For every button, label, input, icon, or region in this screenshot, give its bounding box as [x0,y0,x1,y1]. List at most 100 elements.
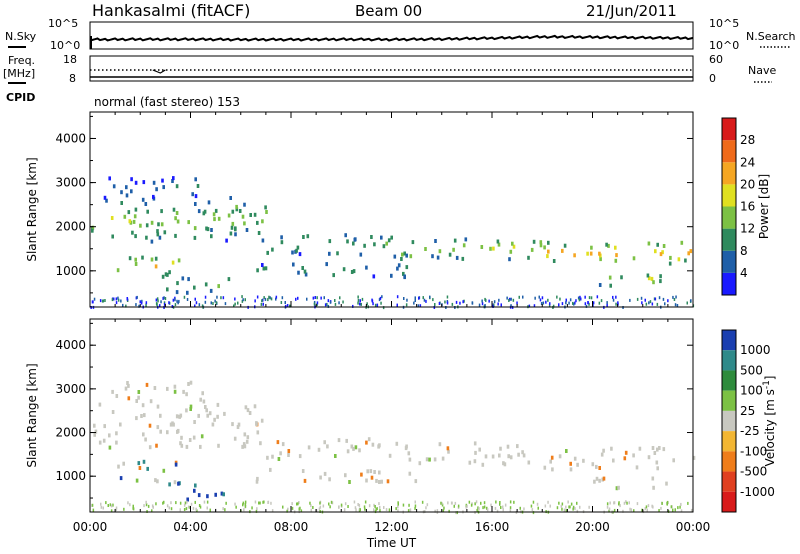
echo-cell [509,249,513,254]
echo-cell [112,184,116,189]
near-range-cell [508,299,510,302]
near-range-cell [91,503,94,507]
echo-cell [397,263,401,268]
echo-cell [163,230,167,235]
near-range-cell [338,301,340,305]
near-range-cell [687,501,689,505]
near-range-cell [104,299,106,302]
near-range-cell [374,505,376,508]
echo-cell [141,197,145,202]
near-range-cell [658,509,660,512]
echo-cell [280,235,283,240]
echo-cell [401,252,404,257]
near-range-cell [383,506,385,509]
echo-cell [124,386,128,391]
echo-cell [390,273,393,278]
near-range-cell [598,301,601,305]
echo-cell [546,254,549,259]
near-range-cell [115,506,118,510]
echo-cell [598,466,601,470]
echo-cell [291,250,294,255]
near-range-cell [531,508,534,512]
near-range-cell [297,296,299,300]
near-range-cell [561,302,564,306]
near-range-cell [572,507,574,511]
near-range-cell [316,301,319,305]
near-range-cell [561,502,564,506]
echo-cell [589,251,593,256]
echo-cell [229,231,233,236]
echo-cell [656,466,659,471]
echo-cell [208,411,212,416]
near-range-cell [316,296,318,300]
near-range-cell [425,299,427,303]
echo-cell [185,444,189,449]
x-axis-label: Time UT [366,536,417,550]
echo-cell [365,265,368,270]
near-range-cell [110,509,113,513]
cpid-label: CPID [6,91,35,104]
near-range-cell [126,297,129,301]
echo-cell [608,275,612,280]
near-range-cell [588,296,591,300]
echo-cell [131,230,134,235]
near-range-cell [672,508,674,512]
near-range-cell [548,303,551,307]
near-range-cell [170,507,173,511]
noise-tick-left-top: 10^5 [48,17,78,30]
echo-cell [614,245,617,250]
near-range-cell [658,296,661,300]
echo-cell [409,254,413,259]
echo-cell [111,410,115,414]
echo-cell [235,207,239,212]
y-tick-label: 2000 [55,426,86,440]
near-range-cell [405,303,408,307]
near-range-cell [322,504,325,508]
near-range-cell [186,298,189,301]
near-range-cell [357,298,360,302]
near-range-cell [510,304,512,308]
freq-frame [89,55,694,82]
echo-cell [134,257,137,262]
near-range-cell [497,302,499,306]
near-range-cell [588,302,590,306]
echo-cell [179,413,183,418]
echo-cell [197,209,201,214]
near-range-cell [675,295,677,299]
near-range-cell [174,298,176,302]
near-range-cell [143,504,145,508]
echo-cell [532,239,536,244]
near-range-cell [572,301,574,305]
near-range-cell [641,508,643,512]
near-range-cell [374,303,377,307]
echo-cell [378,470,381,475]
near-range-cell [162,296,164,300]
echo-cell [266,455,269,460]
near-range-cell [509,500,512,504]
echo-cell [326,444,329,449]
echo-cell [174,462,178,467]
echo-cell [298,252,302,257]
noise-tick-right-top: 10^5 [709,17,739,30]
echo-cell [213,217,216,222]
near-range-cell [140,301,143,305]
echo-cell [241,214,245,219]
near-range-cell [198,504,201,507]
echo-cell [238,209,242,213]
velocity-colorbar-label: Velocity [m s-1] [762,376,777,467]
near-range-cell [343,508,346,512]
velocity-colorbar-tick: 1000 [740,343,771,357]
near-range-cell [509,506,512,510]
near-range-cell [138,304,140,308]
nave-label: Nave [748,64,776,77]
near-range-cell [329,505,331,509]
near-range-cell [347,505,349,508]
echo-cell [563,243,567,248]
echo-cell [241,444,244,449]
echo-cell [388,453,392,458]
echo-cell [176,429,179,434]
echo-cell [192,435,196,440]
near-range-cell [422,296,424,300]
near-range-cell [179,501,182,505]
near-range-cell [242,298,244,302]
